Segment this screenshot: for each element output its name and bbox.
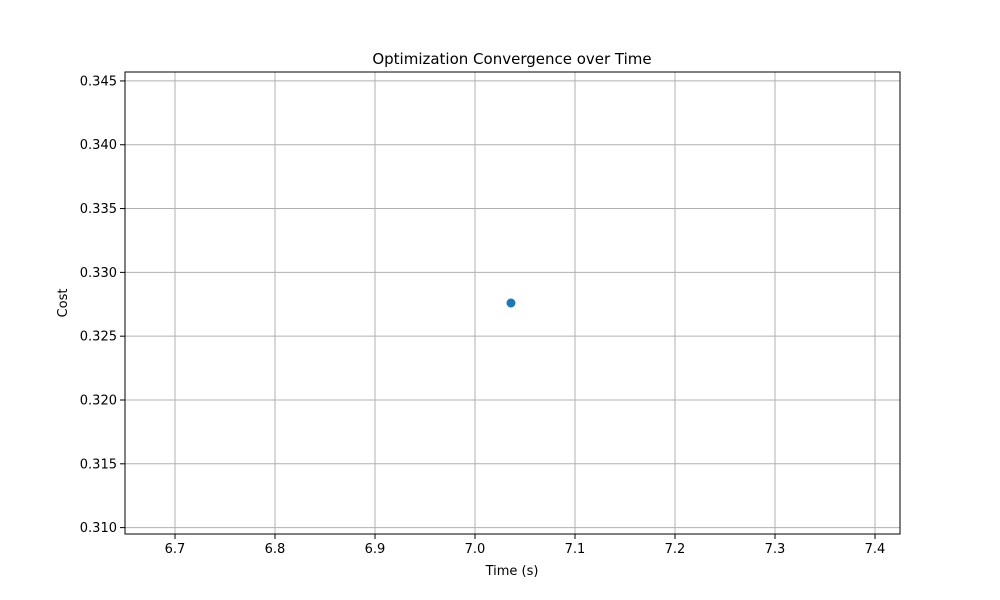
y-tick-label: 0.335: [80, 202, 117, 217]
y-tick-label: 0.345: [80, 74, 117, 89]
y-tick-label: 0.330: [80, 266, 117, 281]
axis-ticks: 6.7 6.8 6.9 7.0 7.1 7.2 7.3 7.4 0.310 0.315 0.320 0…: [80, 74, 886, 557]
x-axis-label: Time (s): [485, 564, 539, 579]
x-tick-label: 7.3: [765, 542, 786, 557]
x-tick-label: 7.1: [565, 542, 586, 557]
x-tick-label: 7.4: [865, 542, 886, 557]
y-tick-label: 0.320: [80, 393, 117, 408]
y-tick-label: 0.325: [80, 330, 117, 345]
chart-title: Optimization Convergence over Time: [372, 50, 651, 68]
data-points: [506, 298, 516, 308]
x-tick-label: 6.7: [165, 542, 186, 557]
y-axis-label: Cost: [56, 289, 71, 318]
y-tick-label: 0.340: [80, 138, 117, 153]
x-tick-label: 7.0: [465, 542, 486, 557]
data-point: [506, 298, 516, 308]
grid-lines: [125, 72, 900, 534]
x-tick-label: 7.2: [665, 542, 686, 557]
x-tick-label: 6.8: [265, 542, 286, 557]
y-tick-label: 0.310: [80, 521, 117, 536]
y-tick-label: 0.315: [80, 457, 117, 472]
plot-frame: [124, 71, 901, 535]
x-tick-label: 6.9: [365, 542, 386, 557]
